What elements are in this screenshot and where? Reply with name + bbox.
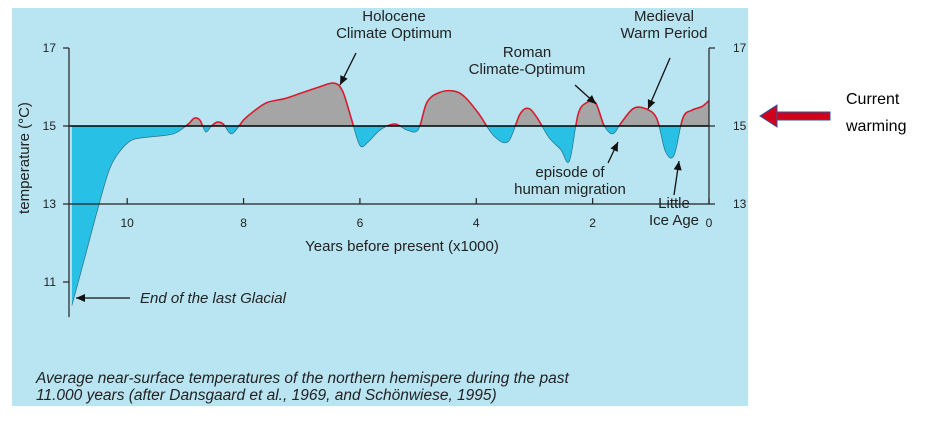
annotation-end-of-last-glacial: End of the last Glacial (140, 290, 287, 307)
current-warming-arrow-icon (759, 104, 831, 128)
y-tick-label-right-15: 15 (733, 119, 747, 133)
annotation-medieval-warm-period-line-2: Warm Period (621, 25, 708, 42)
x-tick-label-0: 0 (706, 216, 713, 230)
annotation-episode-of-human-migration-line-1: episode of (535, 164, 605, 181)
annotation-holocene-climate-optimum-line-2: Climate Optimum (336, 25, 452, 42)
arrow-end-glacial-head (76, 294, 85, 302)
arrow-little-ice-age-head (673, 161, 682, 171)
x-axis-title: Years before present (x1000) (305, 238, 499, 255)
caption-line-1: Average near-surface temperatures of the… (36, 370, 569, 387)
side-arrow-shaft (773, 111, 831, 121)
warm-anomaly-area (71, 83, 709, 126)
y-tick-label-left-13: 13 (43, 197, 57, 211)
arrow-migration-head (610, 142, 618, 152)
arrow-medieval-shaft (647, 57, 671, 110)
warm-outline-line (184, 82, 710, 126)
y-tick-label-right-13: 13 (733, 197, 747, 211)
annotation-little-ice-age-line-2: Ice Age (649, 212, 699, 229)
annotation-episode-of-human-migration-line-2: human migration (514, 181, 626, 198)
figure-caption: Average near-surface temperatures of the… (36, 370, 756, 404)
y-axis-title: temperature (°C) (16, 102, 33, 214)
annotation-medieval-warm-period: Medieval Warm Period (621, 8, 708, 42)
y-tick-label-left-11: 11 (44, 275, 57, 289)
y-tick-label-right-17: 17 (733, 41, 747, 55)
x-tick-label-10: 10 (121, 216, 135, 230)
annotation-little-ice-age-line-1: Little (658, 195, 690, 212)
annotation-holocene-climate-optimum-line-1: Holocene (362, 8, 425, 25)
caption-line-2: 11.000 years (after Dansgaard et al., 19… (36, 387, 497, 404)
side-note-line-1: Current (846, 91, 900, 108)
y-tick-label-left-15: 15 (43, 119, 57, 133)
arrow-medieval-head (647, 99, 656, 109)
x-tick-label-8: 8 (240, 216, 247, 230)
side-arrow-head (759, 104, 778, 128)
figure-panel: 11 13 13 15 15 17 17 10 8 6 4 2 0 Years before presen… (12, 8, 748, 406)
annotation-episode-of-human-migration: episode of human migration (514, 164, 626, 198)
annotation-little-ice-age: Little Ice Age (649, 195, 699, 229)
annotation-medieval-warm-period-line-1: Medieval (634, 8, 694, 25)
cold-outline-line (71, 126, 682, 306)
annotation-holocene-climate-optimum: Holocene Climate Optimum (336, 8, 452, 42)
arrow-roman-head (586, 94, 596, 104)
x-tick-label-2: 2 (589, 216, 596, 230)
y-tick-label-left-17: 17 (43, 41, 57, 55)
current-warming-note: Current warming (846, 86, 906, 140)
annotation-roman-climate-optimum: Roman Climate-Optimum (469, 44, 586, 78)
side-note-line-2: warming (846, 118, 907, 135)
temperature-chart: 11 13 13 15 15 17 17 10 8 6 4 2 0 Years before presen… (16, 8, 747, 318)
x-tick-label-4: 4 (473, 216, 480, 230)
x-tick-label-6: 6 (357, 216, 364, 230)
arrow-holocene-head (340, 75, 348, 85)
annotation-roman-climate-optimum-line-2: Climate-Optimum (469, 61, 586, 78)
annotation-roman-climate-optimum-line-1: Roman (503, 44, 551, 61)
